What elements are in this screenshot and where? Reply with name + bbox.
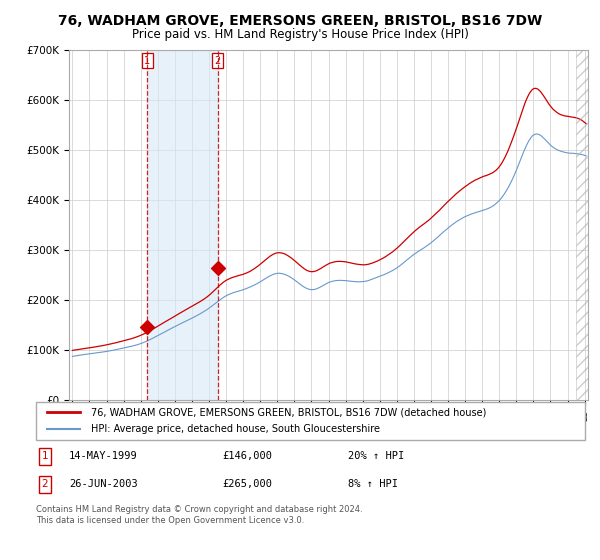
Text: 1: 1	[41, 451, 49, 461]
Text: HPI: Average price, detached house, South Gloucestershire: HPI: Average price, detached house, Sout…	[91, 424, 380, 434]
Text: Price paid vs. HM Land Registry's House Price Index (HPI): Price paid vs. HM Land Registry's House …	[131, 28, 469, 41]
Text: 2: 2	[41, 479, 49, 489]
Bar	[147, 50, 218, 400]
Text: 76, WADHAM GROVE, EMERSONS GREEN, BRISTOL, BS16 7DW (detached house): 76, WADHAM GROVE, EMERSONS GREEN, BRISTO…	[91, 407, 486, 417]
Text: 26-JUN-2003: 26-JUN-2003	[69, 479, 138, 489]
Text: 76, WADHAM GROVE, EMERSONS GREEN, BRISTOL, BS16 7DW: 76, WADHAM GROVE, EMERSONS GREEN, BRISTO…	[58, 14, 542, 28]
Point	[142, 323, 152, 332]
Text: £146,000: £146,000	[222, 451, 272, 461]
Text: Contains HM Land Registry data © Crown copyright and database right 2024.
This d: Contains HM Land Registry data © Crown c…	[36, 505, 362, 525]
Text: 2: 2	[214, 55, 221, 66]
Bar	[576, 50, 593, 400]
Text: 20% ↑ HPI: 20% ↑ HPI	[348, 451, 404, 461]
FancyBboxPatch shape	[36, 402, 585, 440]
Text: 1: 1	[144, 55, 150, 66]
Text: £265,000: £265,000	[222, 479, 272, 489]
Point	[213, 263, 223, 272]
Text: 14-MAY-1999: 14-MAY-1999	[69, 451, 138, 461]
Text: 8% ↑ HPI: 8% ↑ HPI	[348, 479, 398, 489]
